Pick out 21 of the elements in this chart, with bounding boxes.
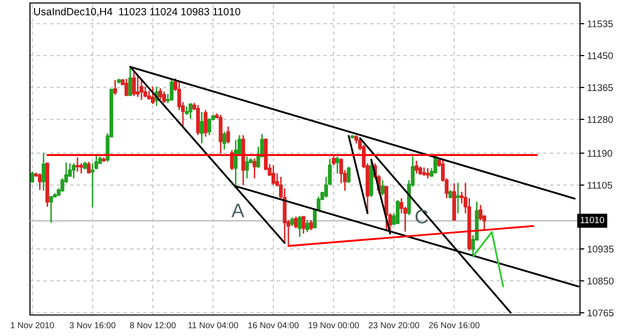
x-tick-label: 1 Nov 2010 — [10, 322, 54, 328]
y-tick-label: 11535 — [588, 20, 613, 28]
x-tick-label: 23 Nov 20:00 — [368, 322, 420, 328]
y-tick-label: 11190 — [588, 150, 612, 157]
annotation: A — [231, 204, 244, 218]
x-tick-label: 3 Nov 16:00 — [70, 322, 116, 328]
x-tick-label: 11 Nov 04:00 — [188, 322, 238, 328]
chart-title: UsaIndDec10,H4 11023 11024 10983 11010 — [34, 8, 240, 17]
y-tick-label: 11105 — [588, 182, 612, 189]
y-tick-label: 10765 — [588, 309, 614, 316]
y-tick-label: 11365 — [588, 84, 613, 92]
x-tick-label: 19 Nov 00:00 — [308, 322, 359, 328]
y-tick-label: 10935 — [588, 246, 614, 253]
y-tick-label: 11280 — [588, 116, 613, 124]
x-tick-label: 26 Nov 16:00 — [429, 322, 480, 328]
y-tick-label: 11450 — [588, 52, 613, 60]
x-tick-label: 8 Nov 12:00 — [130, 322, 176, 328]
y-tick-label: 10850 — [588, 278, 614, 284]
annotation: C — [416, 210, 428, 224]
ref-line-label: 11010 — [580, 216, 604, 224]
x-tick-label: 16 Nov 04:00 — [248, 322, 299, 328]
